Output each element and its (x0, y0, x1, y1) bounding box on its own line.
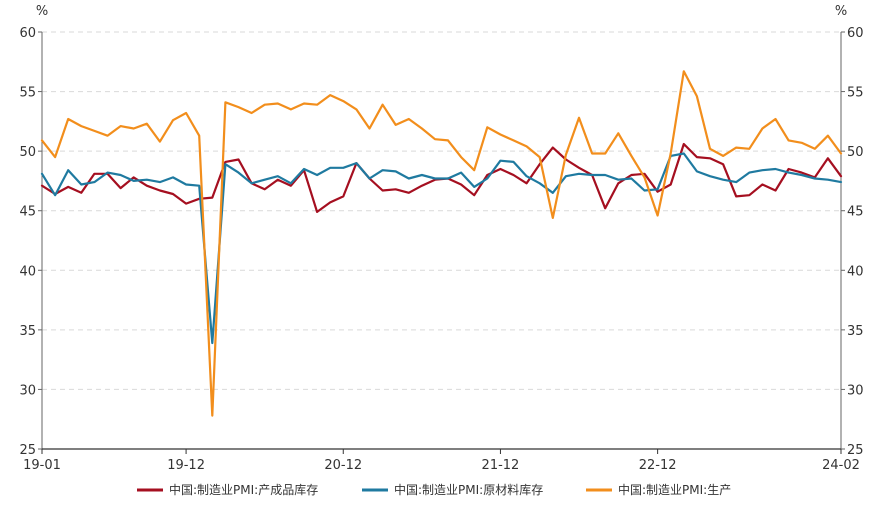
legend-label: 中国:制造业PMI:原材料库存 (394, 482, 543, 497)
y-tick-label-right: 30 (847, 383, 864, 398)
y-tick-label-right: 50 (847, 145, 864, 160)
series-lines (40, 70, 843, 417)
y-tick-label-left: 60 (19, 26, 36, 41)
y-tick-label-left: 30 (19, 383, 36, 398)
x-tick-label: 19-01 (23, 458, 61, 473)
y-tick-label-left: 55 (19, 86, 36, 101)
y-tick-label-right: 35 (847, 324, 864, 339)
y-tick-label-right: 25 (847, 443, 864, 458)
y-tick-label-right: 45 (847, 205, 864, 220)
y-tick-label-left: 35 (19, 324, 36, 339)
left-axis-unit: % (36, 4, 48, 19)
legend: 中国:制造业PMI:产成品库存 中国:制造业PMI:原材料库存 中国:制造业PMI:… (137, 482, 731, 497)
x-tick-label: 24-02 (822, 458, 860, 473)
y-tick-label-left: 40 (19, 264, 36, 279)
y-tick-label-left: 25 (19, 443, 36, 458)
legend-label: 中国:制造业PMI:生产 (618, 482, 731, 497)
y-tick-label-left: 50 (19, 145, 36, 160)
y-tick-label-right: 55 (847, 86, 864, 101)
series-line-3 (40, 70, 843, 417)
right-axis-unit: % (835, 4, 847, 19)
x-tick-label: 20-12 (324, 458, 362, 473)
x-tick-label: 21-12 (482, 458, 520, 473)
y-tick-label-right: 60 (847, 26, 864, 41)
y-tick-label-right: 40 (847, 264, 864, 279)
axes: % % 25 25 30 30 35 35 40 40 45 45 50 50 55 55 60 60 19-0… (19, 4, 863, 473)
series-line-2 (40, 152, 843, 345)
legend-label: 中国:制造业PMI:产成品库存 (169, 482, 318, 497)
grid-lines (42, 31, 841, 390)
y-tick-label-left: 45 (19, 205, 36, 220)
x-tick-label: 19-12 (167, 458, 205, 473)
x-tick-label: 22-12 (639, 458, 677, 473)
